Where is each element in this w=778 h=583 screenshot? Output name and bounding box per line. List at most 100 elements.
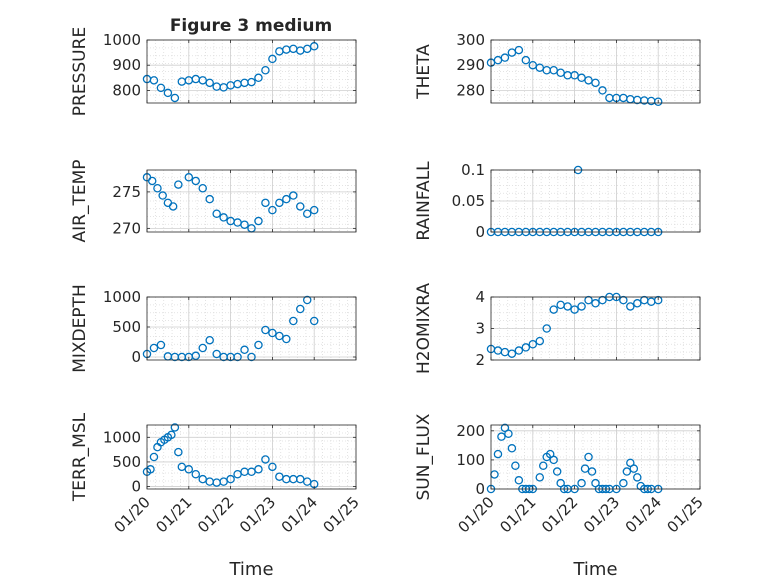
data-point [226, 474, 235, 484]
data-point [170, 93, 180, 103]
x-tick-label: 01/24 [278, 493, 321, 536]
data-point [653, 295, 663, 305]
data-point [205, 78, 214, 88]
y-tick-label: 3 [475, 320, 485, 338]
x-tick-label: 01/23 [580, 493, 623, 536]
x-axis-label: Time [228, 559, 273, 580]
subplot-8: 0 100 200 SUN_FLUX 01/2001/2101/2201/2301/24… [414, 413, 707, 580]
data-point [163, 88, 173, 98]
data-point [514, 45, 524, 55]
data-point [549, 455, 558, 465]
data-point [296, 202, 305, 211]
x-tick-label: 01/23 [236, 493, 279, 536]
data-point [504, 429, 513, 438]
data-point [302, 295, 312, 305]
data-point [191, 351, 201, 361]
data-point [170, 423, 180, 432]
axes-box [490, 424, 701, 490]
data-point [184, 173, 194, 182]
y-tick-label: 100 [456, 451, 485, 469]
data-point [282, 334, 291, 344]
y-tick-label: 200 [456, 422, 485, 440]
data-point [261, 198, 270, 208]
data-point [191, 469, 201, 479]
data-point [514, 476, 524, 485]
data-point [198, 343, 207, 353]
data-point [219, 213, 228, 222]
x-tick-label: 01/24 [622, 493, 665, 536]
data-point [309, 205, 319, 215]
data-point [626, 302, 635, 311]
axes-box [490, 39, 701, 104]
data-point [539, 461, 548, 470]
subplot-6: 2 3 4 H2OMIXRA [414, 283, 701, 374]
data-point [289, 316, 298, 326]
x-tick-label: 01/22 [194, 493, 237, 536]
data-point [309, 316, 319, 326]
y-axis-label: THETA [414, 44, 434, 100]
data-point [542, 324, 551, 333]
data-point [289, 191, 298, 200]
data-point [156, 83, 166, 93]
data-point [167, 430, 176, 440]
x-tick-label: 01/20 [455, 493, 498, 536]
subplot-7: 05001000TERR_MSL01/2001/2101/2201/2301/2… [70, 412, 363, 580]
axes-box [146, 39, 357, 104]
x-tick-label: 01/21 [496, 493, 539, 536]
data-point [261, 455, 270, 464]
y-tick-label: 0 [131, 478, 141, 496]
y-tick-label: 0.1 [461, 161, 485, 179]
data-point [521, 55, 531, 65]
y-tick-label: 0 [475, 480, 485, 498]
subplot-5: 0 500 1000 MIXDEPTH [70, 284, 357, 373]
x-axis-label: Time [572, 559, 617, 580]
data-point [570, 305, 579, 314]
y-tick-label: 280 [456, 81, 485, 99]
data-point [268, 462, 277, 472]
data-point [577, 302, 586, 311]
x-tick-label: 01/25 [320, 493, 363, 536]
y-tick-label: 900 [112, 56, 141, 74]
data-point [598, 295, 607, 305]
data-point [584, 452, 593, 462]
data-point [212, 349, 221, 359]
axes-box [146, 424, 357, 490]
data-point [149, 343, 159, 353]
subplot-1: 800 900 1000 PRESSURE [70, 27, 357, 116]
subplot-3: 270 275 AIR_TEMP [70, 160, 357, 243]
data-point [147, 176, 157, 186]
data-point [168, 202, 178, 211]
data-point [493, 449, 503, 459]
data-point [535, 336, 545, 346]
series-points [486, 45, 663, 106]
x-tick-label: 01/22 [538, 493, 581, 536]
data-point [156, 340, 166, 350]
data-point [598, 86, 607, 95]
data-point [247, 77, 256, 87]
data-point [254, 73, 263, 83]
data-point [619, 478, 628, 488]
data-point [240, 220, 249, 229]
data-point [497, 432, 506, 441]
x-tick-label: 01/20 [111, 493, 154, 536]
data-point [622, 467, 632, 476]
y-tick-label: 0 [131, 348, 141, 366]
y-tick-label: 1000 [103, 31, 141, 49]
data-point [507, 444, 517, 453]
data-point [174, 447, 183, 457]
axes-box [146, 296, 357, 361]
data-point [261, 325, 270, 335]
y-axis-label: H2OMIXRA [414, 283, 434, 374]
data-point [158, 191, 167, 200]
data-point [149, 452, 159, 462]
data-point [507, 349, 517, 358]
data-point [552, 467, 562, 476]
data-point [261, 65, 270, 75]
data-point [587, 467, 597, 476]
data-point [191, 176, 201, 186]
subplot-4: 0 0.05 0.1 RAINFALL [414, 161, 701, 241]
y-axis-label: MIXDEPTH [70, 284, 90, 373]
data-point [153, 183, 162, 193]
y-axis-label: TERR_MSL [70, 412, 90, 502]
data-point [268, 205, 277, 215]
